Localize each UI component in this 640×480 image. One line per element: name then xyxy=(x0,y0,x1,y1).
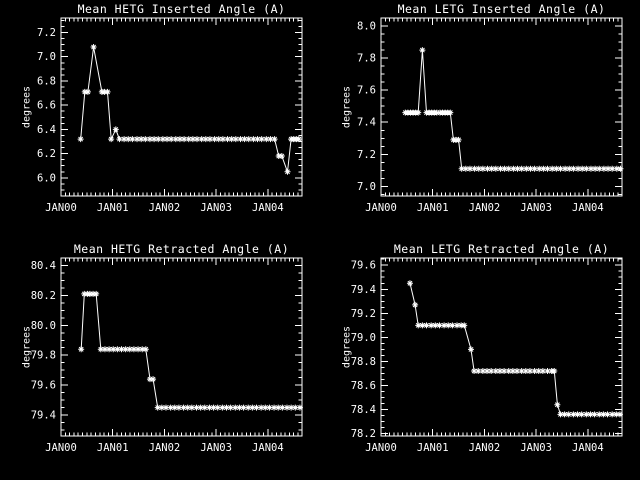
x-tick-label: JAN04 xyxy=(252,202,284,214)
y-tick-label: 7.6 xyxy=(357,85,376,97)
y-axis-label: degrees xyxy=(21,85,33,129)
x-tick-label: JAN03 xyxy=(520,202,552,214)
y-tick-label: 7.0 xyxy=(37,51,56,63)
x-tick-label: JAN03 xyxy=(200,202,232,214)
y-tick-label: 78.4 xyxy=(351,404,376,416)
x-tick-label: JAN02 xyxy=(149,202,181,214)
chart-title: Mean HETG Retracted Angle (A) xyxy=(73,242,290,256)
chart-letg-inserted-canvas: JAN00 JAN01 JAN02 JAN03 JAN04 7.0 7.2 7.4 7.6 7.8… xyxy=(357,17,624,214)
y-tick-label: 78.6 xyxy=(351,380,376,392)
chart-title: Mean HETG Inserted Angle (A) xyxy=(77,2,286,16)
y-axis-label: degrees xyxy=(341,325,353,369)
y-tick-label: 6.4 xyxy=(37,124,56,136)
y-tick-label: 79.4 xyxy=(351,284,376,296)
x-tick-label: JAN00 xyxy=(365,202,397,214)
x-tick-label: JAN02 xyxy=(469,442,501,454)
x-tick-label: JAN02 xyxy=(149,442,181,454)
chart-title: Mean LETG Retracted Angle (A) xyxy=(393,242,610,256)
axes xyxy=(60,17,303,197)
x-tick-label: JAN04 xyxy=(572,442,604,454)
y-tick-label: 7.0 xyxy=(357,181,376,193)
x-tick-label: JAN04 xyxy=(572,202,604,214)
y-tick-label: 79.2 xyxy=(351,308,376,320)
x-tick-label: JAN03 xyxy=(200,442,232,454)
x-tick-label: JAN01 xyxy=(417,202,449,214)
y-tick-label: 78.8 xyxy=(351,356,376,368)
y-tick-label: 8.0 xyxy=(357,21,376,33)
x-tick-label: JAN00 xyxy=(365,442,397,454)
panel-mean-letg-retracted-angle: JAN00 JAN01 JAN02 JAN03 JAN04 78.2 78.4 78.6 78.… xyxy=(320,240,640,480)
plot-box xyxy=(380,257,623,437)
plot-box xyxy=(60,17,303,197)
y-tick-label: 6.2 xyxy=(37,148,56,160)
y-tick-label: 6.8 xyxy=(37,75,56,87)
y-tick-label: 6.0 xyxy=(37,172,56,184)
y-tick-label: 78.2 xyxy=(351,428,376,440)
panel-mean-hetg-inserted-angle: JAN00 JAN01 JAN02 JAN03 JAN04 6.0 6.2 6.4 6.6 6.8… xyxy=(0,0,320,240)
chart-hetg-inserted-canvas: JAN00 JAN01 JAN02 JAN03 JAN04 6.0 6.2 6.4 6.6 6.8… xyxy=(37,17,303,214)
x-tick-label: JAN04 xyxy=(252,442,284,454)
axes xyxy=(380,17,623,197)
panel-mean-hetg-retracted-angle: JAN00 JAN01 JAN02 JAN03 JAN04 79.4 79.6 79.8 80.… xyxy=(0,240,320,480)
y-tick-label: 80.2 xyxy=(31,290,56,302)
x-tick-label: JAN01 xyxy=(97,202,129,214)
y-tick-label: 79.8 xyxy=(31,350,56,362)
chart-title: Mean LETG Inserted Angle (A) xyxy=(397,2,606,16)
x-tick-label: JAN01 xyxy=(417,442,449,454)
x-tick-label: JAN01 xyxy=(97,442,129,454)
chart-letg-retracted-canvas: JAN00 JAN01 JAN02 JAN03 JAN04 78.2 78.4 78.6 78.… xyxy=(351,257,623,454)
x-tick-label: JAN02 xyxy=(469,202,501,214)
x-tick-label: JAN03 xyxy=(520,442,552,454)
data-line xyxy=(405,50,621,170)
y-tick-label: 7.2 xyxy=(357,149,376,161)
panel-mean-letg-inserted-angle: JAN00 JAN01 JAN02 JAN03 JAN04 7.0 7.2 7.4 7.6 7.8… xyxy=(320,0,640,240)
y-tick-label: 79.6 xyxy=(31,380,56,392)
data-line xyxy=(80,293,300,409)
y-axis-label: degrees xyxy=(21,325,33,369)
axes xyxy=(380,257,623,437)
y-tick-label: 7.8 xyxy=(357,53,376,65)
chart-hetg-retracted-canvas: JAN00 JAN01 JAN02 JAN03 JAN04 79.4 79.6 79.8 80.… xyxy=(31,257,303,454)
x-tick-label: JAN00 xyxy=(45,442,77,454)
data-points-asterisks xyxy=(406,280,623,418)
data-points-asterisks xyxy=(77,44,302,175)
y-tick-label: 80.4 xyxy=(31,260,56,272)
x-tick-label: JAN00 xyxy=(45,202,77,214)
axes xyxy=(60,257,303,437)
y-tick-label: 79.6 xyxy=(351,260,376,272)
y-tick-label: 79.4 xyxy=(31,410,56,422)
y-tick-label: 80.0 xyxy=(31,320,56,332)
data-line xyxy=(80,47,299,172)
data-line xyxy=(409,283,620,415)
y-tick-label: 6.6 xyxy=(37,100,56,112)
data-points-asterisks xyxy=(78,290,303,411)
y-tick-label: 79.0 xyxy=(351,332,376,344)
y-axis-label: degrees xyxy=(341,85,353,129)
y-tick-label: 7.4 xyxy=(357,117,376,129)
y-tick-label: 7.2 xyxy=(37,27,56,39)
data-points-asterisks xyxy=(402,47,624,172)
